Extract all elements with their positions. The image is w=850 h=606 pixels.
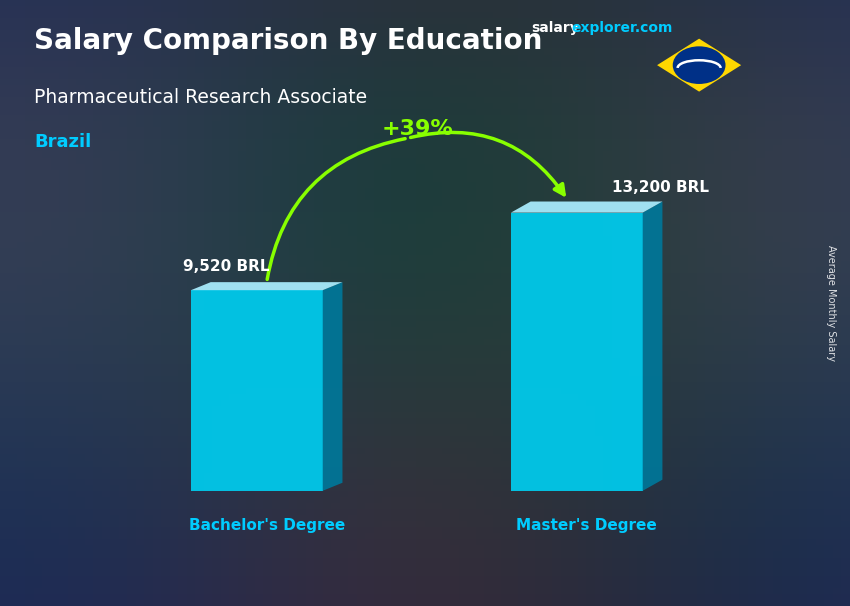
Polygon shape bbox=[643, 202, 662, 491]
Polygon shape bbox=[191, 282, 343, 290]
Polygon shape bbox=[511, 202, 662, 213]
Text: +39%: +39% bbox=[382, 119, 453, 139]
Text: Brazil: Brazil bbox=[34, 133, 91, 152]
Text: Salary Comparison By Education: Salary Comparison By Education bbox=[34, 27, 542, 55]
Circle shape bbox=[672, 46, 726, 84]
Text: salary: salary bbox=[531, 21, 579, 35]
Text: Master's Degree: Master's Degree bbox=[516, 518, 657, 533]
Text: Average Monthly Salary: Average Monthly Salary bbox=[826, 245, 836, 361]
Text: 13,200 BRL: 13,200 BRL bbox=[612, 180, 709, 195]
Text: Pharmaceutical Research Associate: Pharmaceutical Research Associate bbox=[34, 88, 367, 107]
Polygon shape bbox=[511, 213, 643, 491]
Polygon shape bbox=[323, 282, 343, 491]
Polygon shape bbox=[191, 290, 323, 491]
Text: 9,520 BRL: 9,520 BRL bbox=[184, 259, 270, 274]
Text: Bachelor's Degree: Bachelor's Degree bbox=[189, 518, 345, 533]
Polygon shape bbox=[657, 39, 741, 92]
Text: explorer.com: explorer.com bbox=[571, 21, 672, 35]
